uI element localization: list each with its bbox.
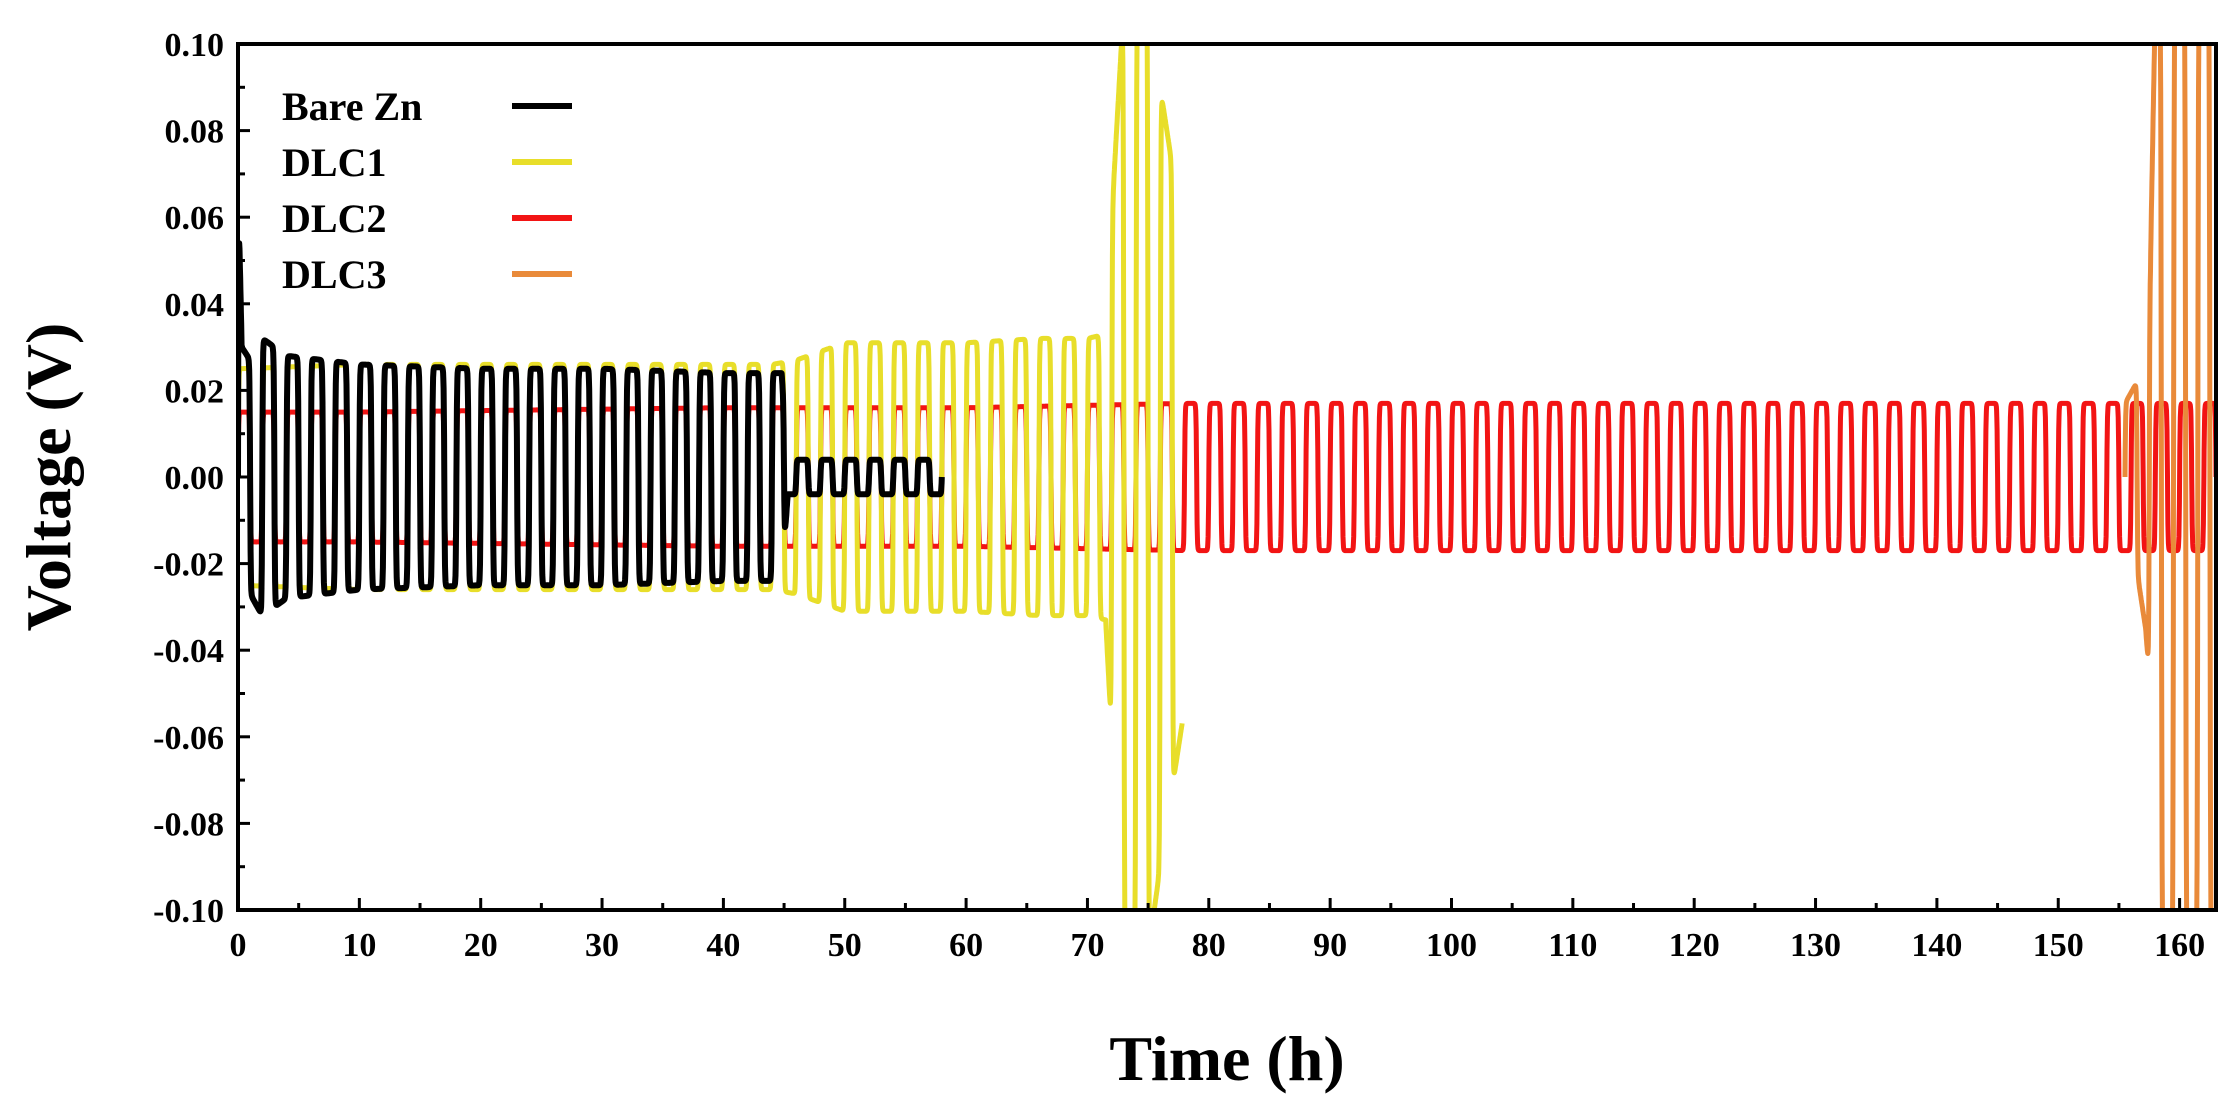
legend-label: DLC2 [282,196,386,241]
legend-label: DLC3 [282,252,386,297]
x-tick-label: 160 [2154,927,2205,964]
y-axis-title: Voltage (V) [13,323,84,632]
x-tick-label: 120 [1669,927,1720,964]
y-tick-label: 0.10 [165,27,225,64]
y-axis-ticks: -0.10 -0.08 -0.06 -0.04 -0.02 0.00 0.02 0.04 0.0… [153,27,250,930]
y-tick-label: 0.08 [165,114,225,151]
x-tick-label: 100 [1426,927,1477,964]
series-layer [238,44,2216,910]
y-tick-label: -0.08 [153,806,224,843]
x-tick-label: 90 [1313,927,1347,964]
legend: Bare Zn DLC1 DLC2 DLC3 [282,84,572,297]
x-tick-label: 110 [1548,927,1597,964]
series-line-dlc2 [238,400,2216,554]
series-line-bare-zn [238,240,945,615]
y-tick-label: 0.06 [165,200,225,237]
x-tick-label: 130 [1790,927,1841,964]
y-tick-label: 0.04 [165,287,225,324]
x-tick-label: 50 [828,927,862,964]
x-tick-label: 10 [342,927,376,964]
y-tick-label: -0.04 [153,633,224,670]
y-tick-label: -0.06 [153,720,224,757]
x-axis-ticks: 0 10 20 30 40 50 60 70 80 90 100 110 120 130 140 150 160 [230,898,2205,964]
x-tick-label: 70 [1070,927,1104,964]
x-axis-title: Time (h) [1109,1023,1344,1094]
series-line-dlc3 [2122,44,2214,910]
x-tick-label: 140 [1911,927,1962,964]
x-tick-label: 80 [1192,927,1226,964]
x-tick-label: 60 [949,927,983,964]
x-tick-label: 0 [230,927,247,964]
legend-label: Bare Zn [282,84,422,129]
x-tick-label: 40 [706,927,740,964]
x-tick-label: 150 [2033,927,2084,964]
y-tick-label: -0.02 [153,547,224,584]
x-tick-label: 30 [585,927,619,964]
legend-label: DLC1 [282,140,386,185]
y-tick-label: 0.00 [165,460,225,497]
x-tick-label: 20 [464,927,498,964]
y-tick-label: -0.10 [153,893,224,930]
plot-frame [236,42,2218,912]
y-tick-label: 0.02 [165,373,225,410]
